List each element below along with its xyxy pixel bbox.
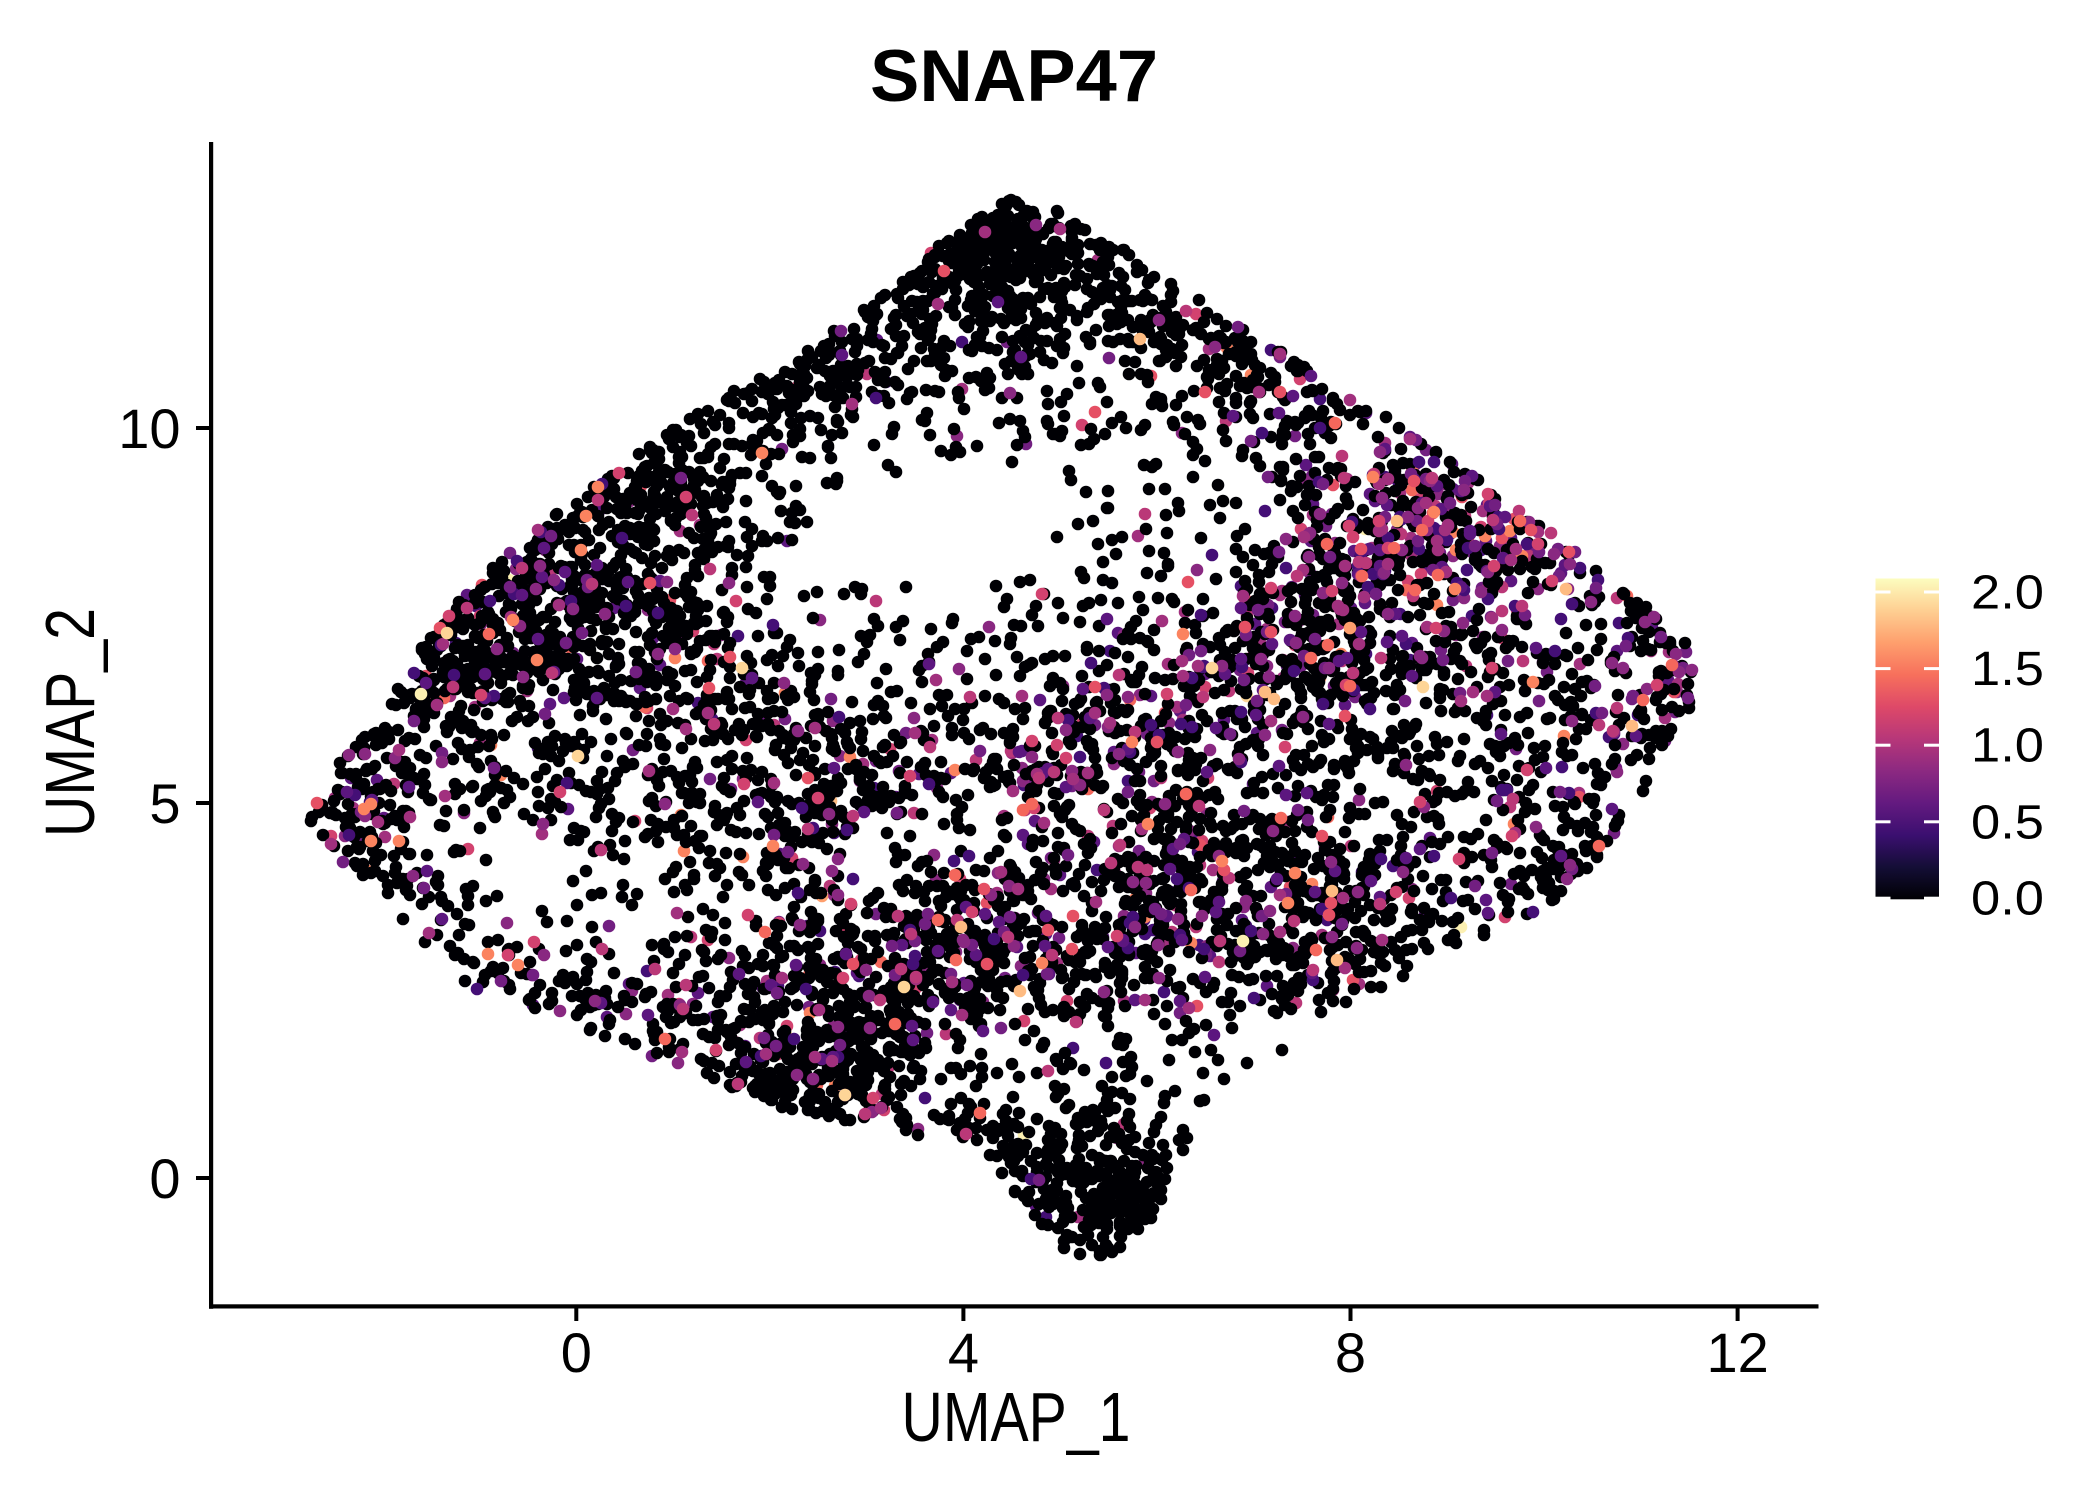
svg-text:1.0: 1.0 [1971,720,2044,773]
svg-text:0.5: 0.5 [1971,796,2044,849]
svg-text:0: 0 [149,1147,180,1210]
svg-text:1.5: 1.5 [1971,643,2044,696]
svg-text:UMAP_2: UMAP_2 [31,608,109,837]
svg-text:0.0: 0.0 [1971,873,2044,926]
svg-text:0: 0 [561,1321,592,1384]
svg-text:8: 8 [1335,1321,1366,1384]
svg-text:12: 12 [1706,1321,1768,1384]
svg-text:2.0: 2.0 [1971,567,2044,620]
svg-text:10: 10 [118,397,180,460]
svg-text:SNAP47: SNAP47 [870,36,1158,117]
svg-text:5: 5 [149,772,180,835]
svg-text:4: 4 [948,1321,979,1384]
svg-text:UMAP_1: UMAP_1 [902,1378,1131,1456]
